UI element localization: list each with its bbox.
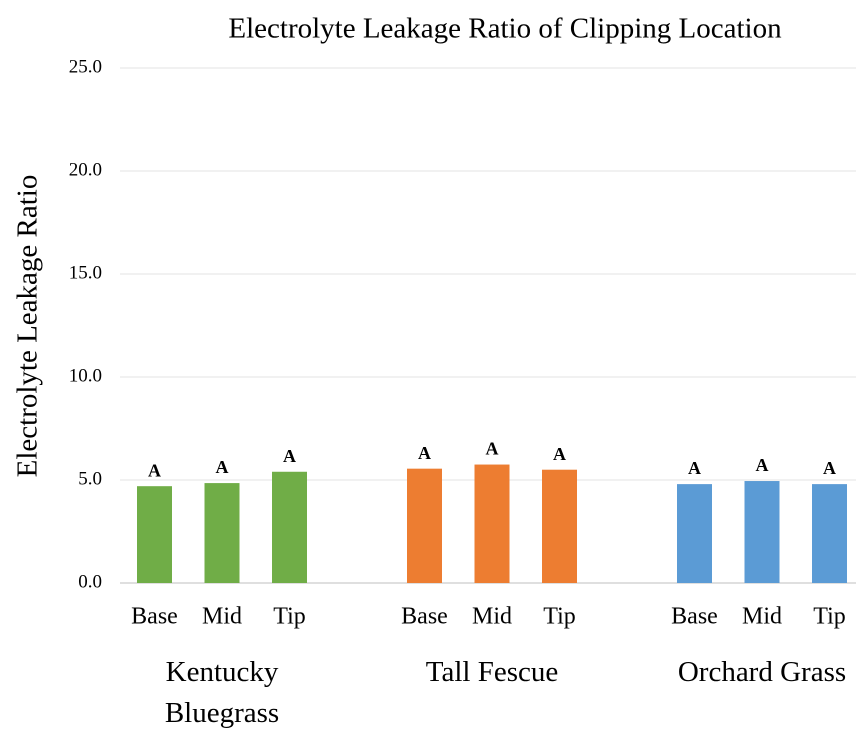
chart-title: Electrolyte Leakage Ratio of Clipping Lo… xyxy=(228,13,782,45)
x-tick-label: Mid xyxy=(472,604,512,630)
x-tick-label: Tip xyxy=(543,604,575,630)
y-tick-label: 0.0 xyxy=(78,571,102,592)
bar xyxy=(744,481,780,583)
x-tick-label: Tip xyxy=(273,604,305,630)
y-tick-label: 20.0 xyxy=(69,159,102,180)
significance-letter: A xyxy=(283,446,296,466)
x-tick-label: Base xyxy=(131,604,178,630)
significance-letter: A xyxy=(418,443,431,463)
bar xyxy=(204,483,240,583)
x-tick-label: Base xyxy=(671,604,718,630)
significance-letter: A xyxy=(756,455,769,475)
significance-letter: A xyxy=(216,457,229,477)
bar xyxy=(677,484,712,583)
y-tick-label: 15.0 xyxy=(69,262,102,283)
significance-letter: A xyxy=(486,439,499,459)
significance-letter: A xyxy=(553,444,566,464)
y-tick-label: 5.0 xyxy=(78,468,102,489)
significance-letter: A xyxy=(688,458,701,478)
bar xyxy=(137,486,172,583)
x-tick-label: Mid xyxy=(742,604,782,630)
significance-letter: A xyxy=(823,458,836,478)
x-tick-label: Base xyxy=(401,604,448,630)
y-tick-label: 10.0 xyxy=(69,365,102,386)
bar xyxy=(474,464,510,583)
y-axis-label: Electrolyte Leakage Ratio xyxy=(12,175,44,478)
bar xyxy=(812,484,847,583)
significance-letter: A xyxy=(148,460,161,480)
bar xyxy=(272,471,307,583)
bar xyxy=(542,469,577,583)
group-label: Tall Fescue xyxy=(425,656,559,688)
group-label: Kentucky Bluegrass xyxy=(164,656,280,729)
x-tick-label: Tip xyxy=(813,604,845,630)
x-tick-label: Mid xyxy=(202,604,242,630)
bar xyxy=(407,468,442,583)
y-tick-label: 25.0 xyxy=(69,56,102,77)
group-label: Orchard Grass xyxy=(677,656,847,688)
